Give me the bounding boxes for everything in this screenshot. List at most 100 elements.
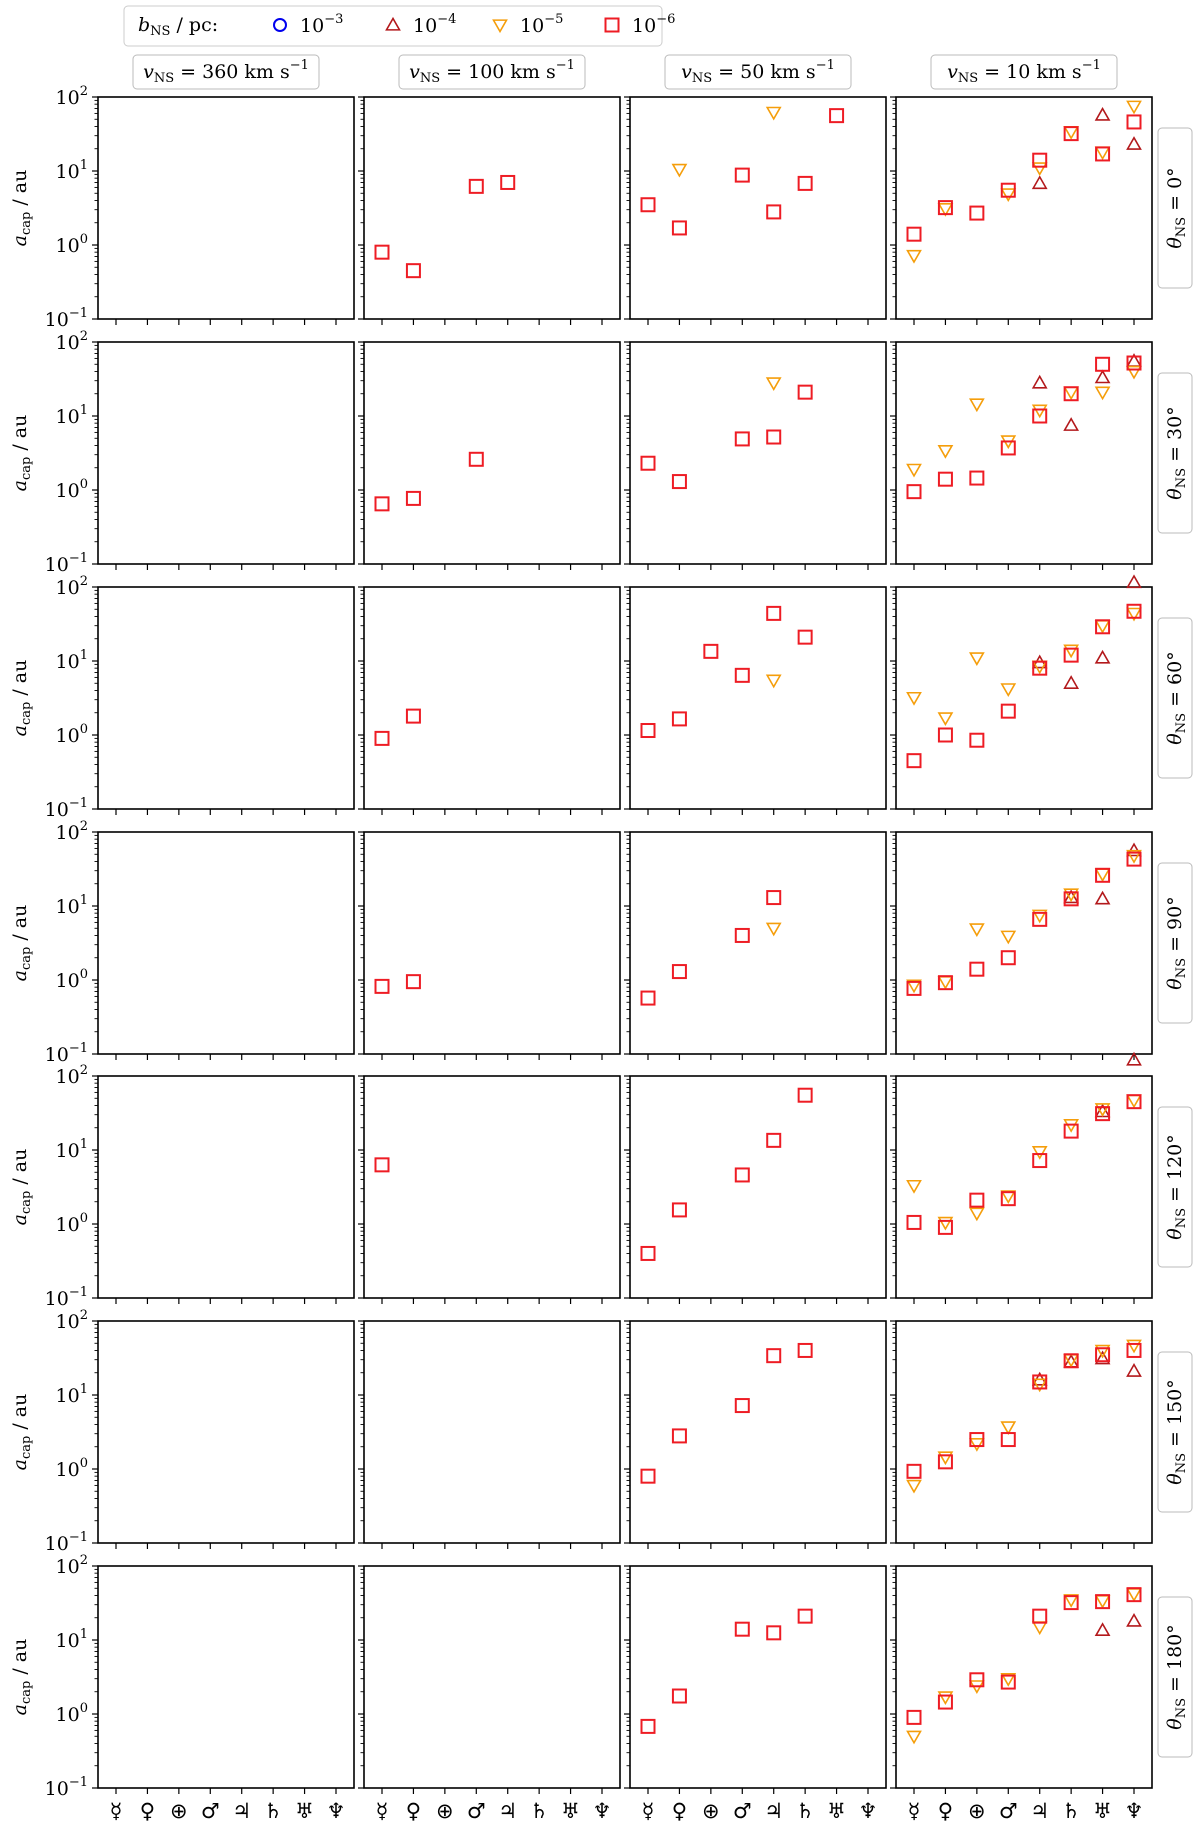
point-square-series-1e-6 — [1032, 1153, 1048, 1169]
y-tick-label: 10−1 — [45, 1041, 88, 1066]
panel-frame — [895, 1320, 1153, 1544]
x-tick-label: ♅ — [295, 1799, 314, 1823]
y-tick-label: 101 — [56, 1137, 88, 1162]
x-tick-label: ♄ — [1062, 1799, 1081, 1823]
point-triangle-down-series-1e-5 — [765, 106, 782, 121]
panel-frame — [895, 1075, 1153, 1299]
point-square-series-1e-6 — [1126, 851, 1142, 867]
row-title-5: θNS = 150° — [1157, 1351, 1193, 1513]
point-square-series-1e-6 — [1095, 1106, 1111, 1122]
point-square-series-1e-6 — [766, 1132, 782, 1148]
point-triangle-down-series-1e-5 — [906, 463, 922, 478]
point-triangle-up-series-1e-4 — [1126, 1363, 1142, 1377]
point-square-series-1e-6 — [937, 975, 953, 991]
point-square-series-1e-6 — [1063, 1595, 1079, 1611]
point-square-series-1e-6 — [640, 197, 656, 213]
point-square-series-1e-6 — [969, 1432, 985, 1448]
point-square-series-1e-6 — [937, 1454, 953, 1470]
point-square-series-1e-6 — [906, 1709, 922, 1725]
point-triangle-down-series-1e-5 — [1126, 100, 1142, 115]
point-square-series-1e-6 — [1095, 1347, 1111, 1363]
point-square-series-1e-6 — [906, 484, 922, 500]
point-square-series-1e-6 — [1095, 619, 1111, 635]
point-square-series-1e-6 — [969, 961, 985, 977]
point-triangle-up-series-1e-4 — [1063, 675, 1080, 689]
point-square-series-1e-6 — [734, 1621, 750, 1637]
point-square-series-1e-6 — [1000, 1432, 1016, 1448]
point-square-series-1e-6 — [734, 1398, 750, 1414]
legend-entry-1e-5: 10−5 — [492, 12, 563, 37]
panel-r6-c1: ☿ ♀ ⊕ ♂ ♃ ♄ ♅ ♆ — [358, 1565, 621, 1823]
point-triangle-up-series-1e-4 — [1094, 106, 1111, 121]
point-square-series-1e-6 — [906, 226, 922, 242]
x-tick-label: ♅ — [827, 1799, 846, 1823]
point-square-series-1e-6 — [766, 890, 782, 906]
point-square-series-1e-6 — [1000, 1674, 1016, 1690]
point-square-series-1e-6 — [500, 174, 516, 190]
panel-r2-c0: 10−1 100 101 102 — [45, 574, 355, 821]
point-square-series-1e-6 — [969, 1672, 985, 1688]
point-triangle-down-series-1e-5 — [937, 1216, 954, 1231]
panel-r3-c1 — [358, 831, 621, 1060]
point-square-series-1e-6 — [969, 205, 985, 221]
panel-r0-c2 — [624, 96, 887, 325]
point-square-series-1e-6 — [1095, 867, 1111, 883]
legend-title: bNS / pc: — [138, 14, 218, 39]
panel-r2-c1 — [358, 586, 621, 815]
point-square-series-1e-6 — [1063, 891, 1079, 907]
y-tick-label: 10−1 — [45, 1530, 88, 1555]
svg-text:θNS = 120°: θNS = 120° — [1164, 1134, 1189, 1240]
point-triangle-down-series-1e-5 — [1126, 607, 1142, 622]
point-square-series-1e-6 — [671, 964, 687, 980]
point-triangle-up-series-1e-4 — [1126, 842, 1142, 857]
panel-frame — [97, 1565, 355, 1789]
panel-frame — [97, 1320, 355, 1544]
point-triangle-down-series-1e-5 — [765, 377, 782, 392]
point-square-series-1e-6 — [1095, 146, 1111, 162]
y-tick-label: 102 — [56, 574, 88, 599]
point-triangle-down-series-1e-5 — [968, 1207, 985, 1222]
y-tick-label: 100 — [56, 967, 88, 992]
column-title-0: vNS = 360 km s−1 — [132, 54, 320, 90]
point-triangle-down-series-1e-5 — [1031, 404, 1048, 419]
point-square-series-1e-6 — [1000, 182, 1016, 198]
point-triangle-down-series-1e-5 — [765, 922, 782, 937]
point-square-series-1e-6 — [640, 1468, 656, 1484]
point-triangle-down-series-1e-5 — [906, 1179, 922, 1194]
point-square-series-1e-6 — [405, 708, 421, 724]
svg-text:vNS = 100 km s−1: vNS = 100 km s−1 — [409, 58, 575, 86]
y-tick-label: 101 — [56, 893, 88, 918]
point-square-series-1e-6 — [405, 263, 421, 279]
point-triangle-up-series-1e-4 — [1094, 1622, 1111, 1637]
panel-frame — [895, 341, 1153, 565]
point-triangle-up-series-1e-4 — [1126, 1612, 1142, 1627]
point-triangle-up-series-1e-4 — [1094, 890, 1111, 905]
panel-r2-c3 — [890, 574, 1153, 815]
point-square-series-1e-6 — [405, 974, 421, 990]
x-tick-label: ♅ — [561, 1799, 580, 1823]
x-tick-label: ♀ — [406, 1799, 421, 1823]
point-square-series-1e-6 — [1063, 1123, 1079, 1139]
point-square-series-1e-6 — [1126, 355, 1142, 371]
point-triangle-down-series-1e-5 — [1063, 644, 1080, 659]
point-square-series-1e-6 — [969, 732, 985, 748]
svg-text:θNS = 180°: θNS = 180° — [1164, 1624, 1189, 1730]
panel-frame — [629, 586, 887, 810]
svg-text:θNS = 150°: θNS = 150° — [1164, 1379, 1189, 1485]
panel-frame — [629, 341, 887, 565]
panel-r4-c3 — [890, 1051, 1153, 1304]
point-triangle-up-series-1e-4 — [1063, 417, 1080, 431]
y-tick-label: 10−1 — [45, 1775, 88, 1800]
point-triangle-down-series-1e-5 — [937, 444, 954, 459]
point-square-series-1e-6 — [734, 167, 750, 183]
panel-frame — [629, 1320, 887, 1544]
point-triangle-down-series-1e-5 — [1000, 683, 1017, 697]
x-tick-label: ♃ — [764, 1799, 783, 1823]
point-triangle-down-series-1e-5 — [1126, 849, 1142, 864]
point-square-series-1e-6 — [640, 455, 656, 471]
point-square-series-1e-6 — [734, 431, 750, 447]
panel-frame — [629, 96, 887, 320]
row-title-0: θNS = 0° — [1157, 127, 1193, 289]
legend-entry-1e-6: 10−6 — [604, 12, 675, 37]
panel-frame — [895, 96, 1153, 320]
